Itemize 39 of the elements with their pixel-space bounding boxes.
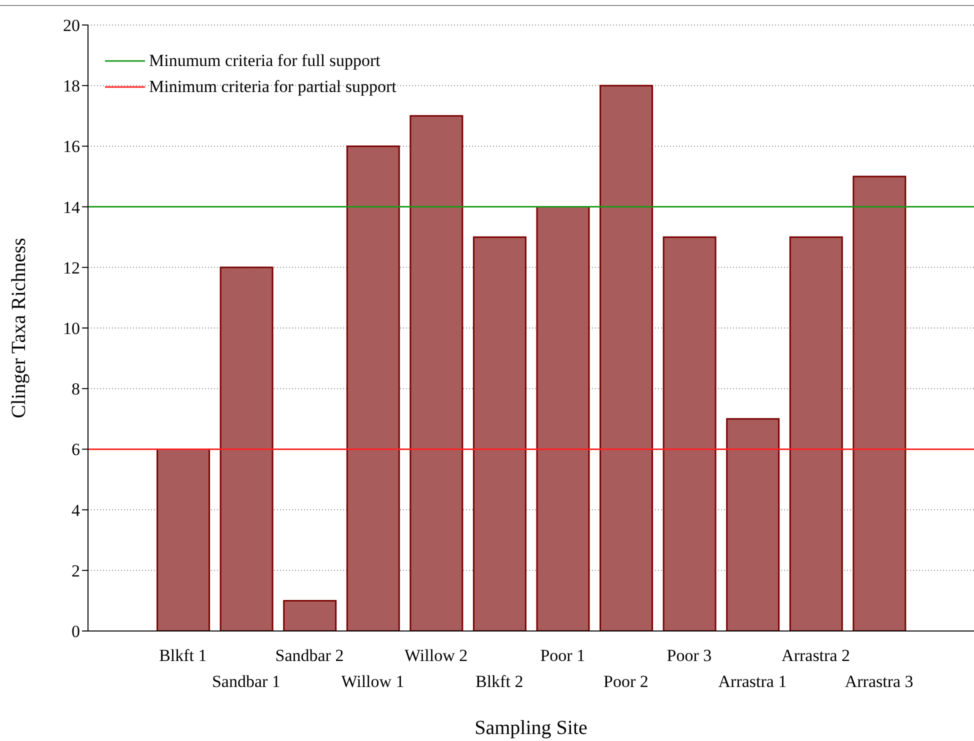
bar	[156, 448, 210, 631]
x-tick-label: Poor 3	[666, 646, 712, 665]
y-tick-label: 10	[63, 319, 80, 338]
y-tick-label: 4	[72, 500, 80, 520]
x-tick-label: Willow 1	[341, 672, 404, 691]
bar	[789, 236, 843, 631]
legend-label: Minumum criteria for full support	[149, 51, 380, 71]
legend-label: Minimum criteria for partial support	[149, 77, 396, 97]
x-tick-label: Sandbar 1	[212, 672, 280, 691]
y-tick-label: 12	[63, 258, 80, 278]
bar	[662, 236, 716, 631]
bar	[220, 266, 274, 631]
y-tick-label: 8	[72, 380, 80, 399]
x-tick-label: Arrastra 1	[718, 672, 787, 691]
x-tick-label: Poor 1	[540, 646, 586, 665]
y-tick-label: 20	[63, 16, 80, 36]
bar	[852, 176, 906, 631]
x-tick-label: Willow 2	[404, 646, 468, 665]
bar	[410, 115, 464, 631]
y-axis-title: Clinger Taxa Richness	[8, 238, 30, 418]
bar	[726, 418, 780, 631]
x-tick-label: Arrastra 2	[782, 646, 850, 665]
x-tick-label: Blkft 1	[159, 646, 207, 665]
y-tick-label: 2	[72, 561, 80, 580]
x-tick-label: Arrastra 3	[844, 672, 914, 691]
y-tick-label: 6	[72, 440, 80, 460]
bar	[283, 600, 337, 631]
x-tick-label: Blkft 2	[476, 672, 524, 691]
y-tick-label: 0	[72, 622, 80, 642]
bar	[472, 236, 526, 631]
y-tick-label: 16	[63, 137, 80, 156]
x-tick-label: Poor 2	[603, 672, 648, 691]
bar	[536, 206, 590, 631]
x-axis-title: Sampling Site	[474, 717, 588, 739]
y-tick-label: 14	[63, 198, 80, 217]
bar	[346, 145, 400, 631]
x-tick-label: Sandbar 2	[275, 646, 344, 665]
bar	[600, 84, 654, 631]
y-tick-label: 18	[63, 76, 80, 96]
